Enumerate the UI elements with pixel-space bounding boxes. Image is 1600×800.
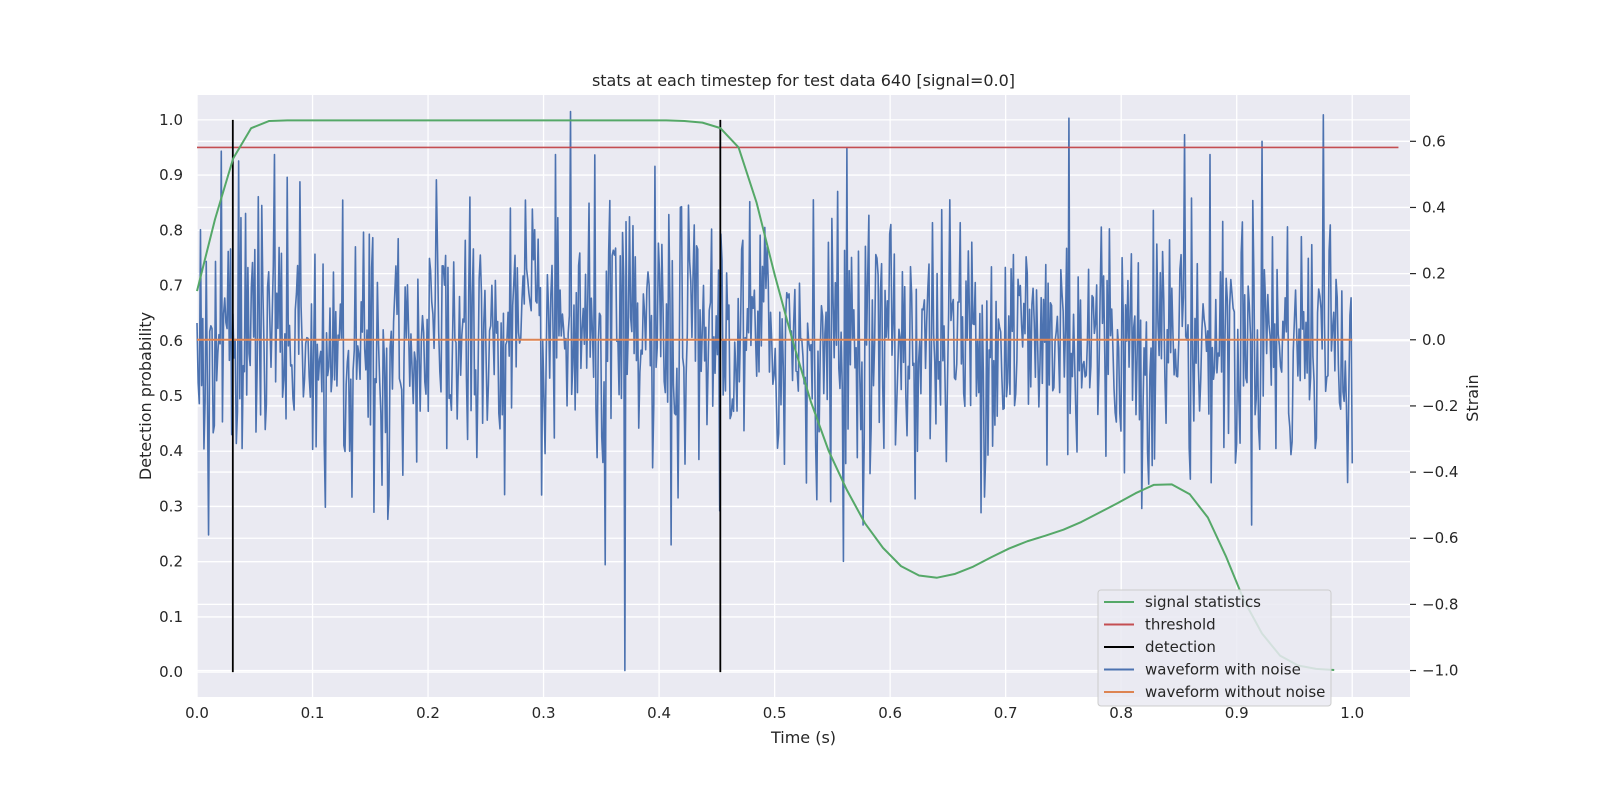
y2-tick-label: −0.6 xyxy=(1422,529,1458,547)
chart-title: stats at each timestep for test data 640… xyxy=(592,71,1015,90)
y-tick-label: 0.3 xyxy=(159,497,183,515)
y2-axis-label: Strain xyxy=(1463,374,1482,421)
y-axis-label: Detection probability xyxy=(136,312,155,480)
y-tick-label: 0.6 xyxy=(159,332,183,350)
x-tick-label: 1.0 xyxy=(1340,704,1364,722)
y2-tick-label: −1.0 xyxy=(1422,662,1458,680)
x-tick-label: 0.2 xyxy=(416,704,440,722)
y-tick-label: 0.1 xyxy=(159,608,183,626)
y2-tick-label: 0.6 xyxy=(1422,132,1446,150)
waveform-with-noise-line xyxy=(196,110,1354,672)
x-axis-label: Time (s) xyxy=(770,728,836,747)
y2-tick-label: 0.0 xyxy=(1422,331,1446,349)
legend-label: waveform without noise xyxy=(1145,683,1325,701)
legend-label: threshold xyxy=(1145,616,1216,634)
signal-statistics-line xyxy=(196,119,1335,671)
x-tick-label: 0.4 xyxy=(647,704,671,722)
x-tick-label: 0.8 xyxy=(1109,704,1133,722)
legend-box xyxy=(1097,589,1332,707)
x-tick-label: 0.6 xyxy=(878,704,902,722)
legend: signal statistics threshold detection wavef… xyxy=(1097,589,1332,707)
y-tick-label: 0.5 xyxy=(159,387,183,405)
y2-tick-label: −0.2 xyxy=(1422,397,1458,415)
y2-tick-label: −0.4 xyxy=(1422,463,1458,481)
y2-tick-label: 0.2 xyxy=(1422,265,1446,283)
x-tick-label: 0.7 xyxy=(994,704,1018,722)
series-layer xyxy=(196,110,1399,673)
y-tick-label: 1.0 xyxy=(159,111,183,129)
y-tick-label: 0.7 xyxy=(159,277,183,295)
legend-label: detection xyxy=(1145,638,1216,656)
legend-label: signal statistics xyxy=(1145,593,1261,611)
x-tick-label: 0.3 xyxy=(532,704,556,722)
y-tick-label: 0.0 xyxy=(159,663,183,681)
y2-tick-label: 0.4 xyxy=(1422,198,1446,216)
x-tick-label: 0.0 xyxy=(185,704,209,722)
x-tick-label: 0.9 xyxy=(1225,704,1249,722)
x-tick-label: 0.5 xyxy=(763,704,787,722)
x-tick-label: 0.1 xyxy=(301,704,325,722)
ticks: 0.0 0.1 0.2 0.3 0.4 0.5 0.6 0.7 0.8 0.9 1.0 0.0 0.1 0… xyxy=(159,111,1458,722)
y-tick-label: 0.8 xyxy=(159,221,183,239)
y-tick-label: 0.2 xyxy=(159,553,183,571)
y2-tick-label: −0.8 xyxy=(1422,595,1458,613)
y-tick-label: 0.9 xyxy=(159,166,183,184)
legend-label: waveform with noise xyxy=(1145,661,1301,679)
y-tick-label: 0.4 xyxy=(159,442,183,460)
